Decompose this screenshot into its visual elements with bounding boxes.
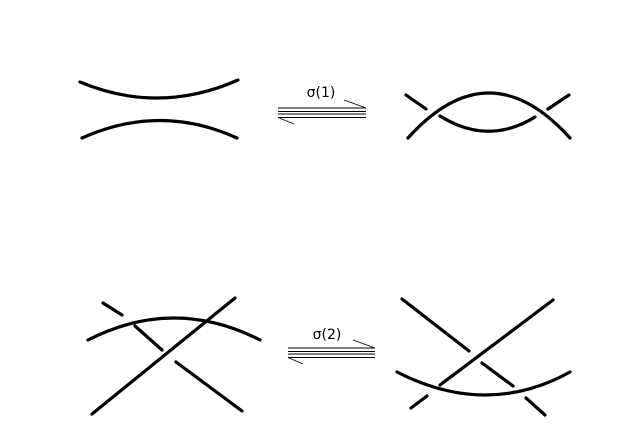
move-1-left-upper-arc bbox=[78, 78, 240, 100]
move-2-left-arc bbox=[86, 316, 262, 342]
move-2-right-line-a-bottom bbox=[524, 396, 547, 417]
move-1-forward-arrow bbox=[278, 99, 367, 112]
move-1-backward-arrow bbox=[277, 113, 366, 125]
move-2-left-line-a-top bbox=[101, 301, 124, 317]
move-1-left-panel bbox=[78, 78, 240, 140]
move-2-left-line-b bbox=[90, 296, 237, 416]
move-2-backward-arrow bbox=[287, 353, 375, 365]
move-2-left-panel bbox=[86, 296, 262, 416]
move-2-left-line-a-middle bbox=[133, 324, 164, 352]
move-1-left-lower-arc bbox=[80, 119, 239, 140]
move-2-right-line-a-middle bbox=[480, 361, 515, 388]
move-1-right-under-arc-right bbox=[546, 93, 571, 111]
move-2-right-line-a-top bbox=[400, 297, 471, 353]
move-1-label: σ(1) bbox=[307, 85, 336, 101]
move-2-forward-arrow bbox=[288, 339, 376, 352]
move-1-right-under-arc-middle bbox=[438, 114, 537, 133]
move-2-left-line-a-bottom bbox=[174, 360, 244, 413]
move-2-right-line-b-top bbox=[438, 298, 555, 387]
move-2-label: σ(2) bbox=[313, 327, 342, 343]
move-2-right-panel bbox=[395, 297, 572, 417]
move-1-right-under-arc-left bbox=[404, 93, 428, 111]
move-1-right-panel bbox=[404, 91, 572, 140]
move-1-equivalence-arrows: σ(1) bbox=[277, 85, 367, 125]
move-2-equivalence-arrows: σ(2) bbox=[287, 327, 376, 365]
move-1-right-over-arc bbox=[406, 91, 572, 140]
move-2-right-arc bbox=[395, 370, 572, 397]
move-2-right-line-b-bottom bbox=[409, 394, 429, 410]
